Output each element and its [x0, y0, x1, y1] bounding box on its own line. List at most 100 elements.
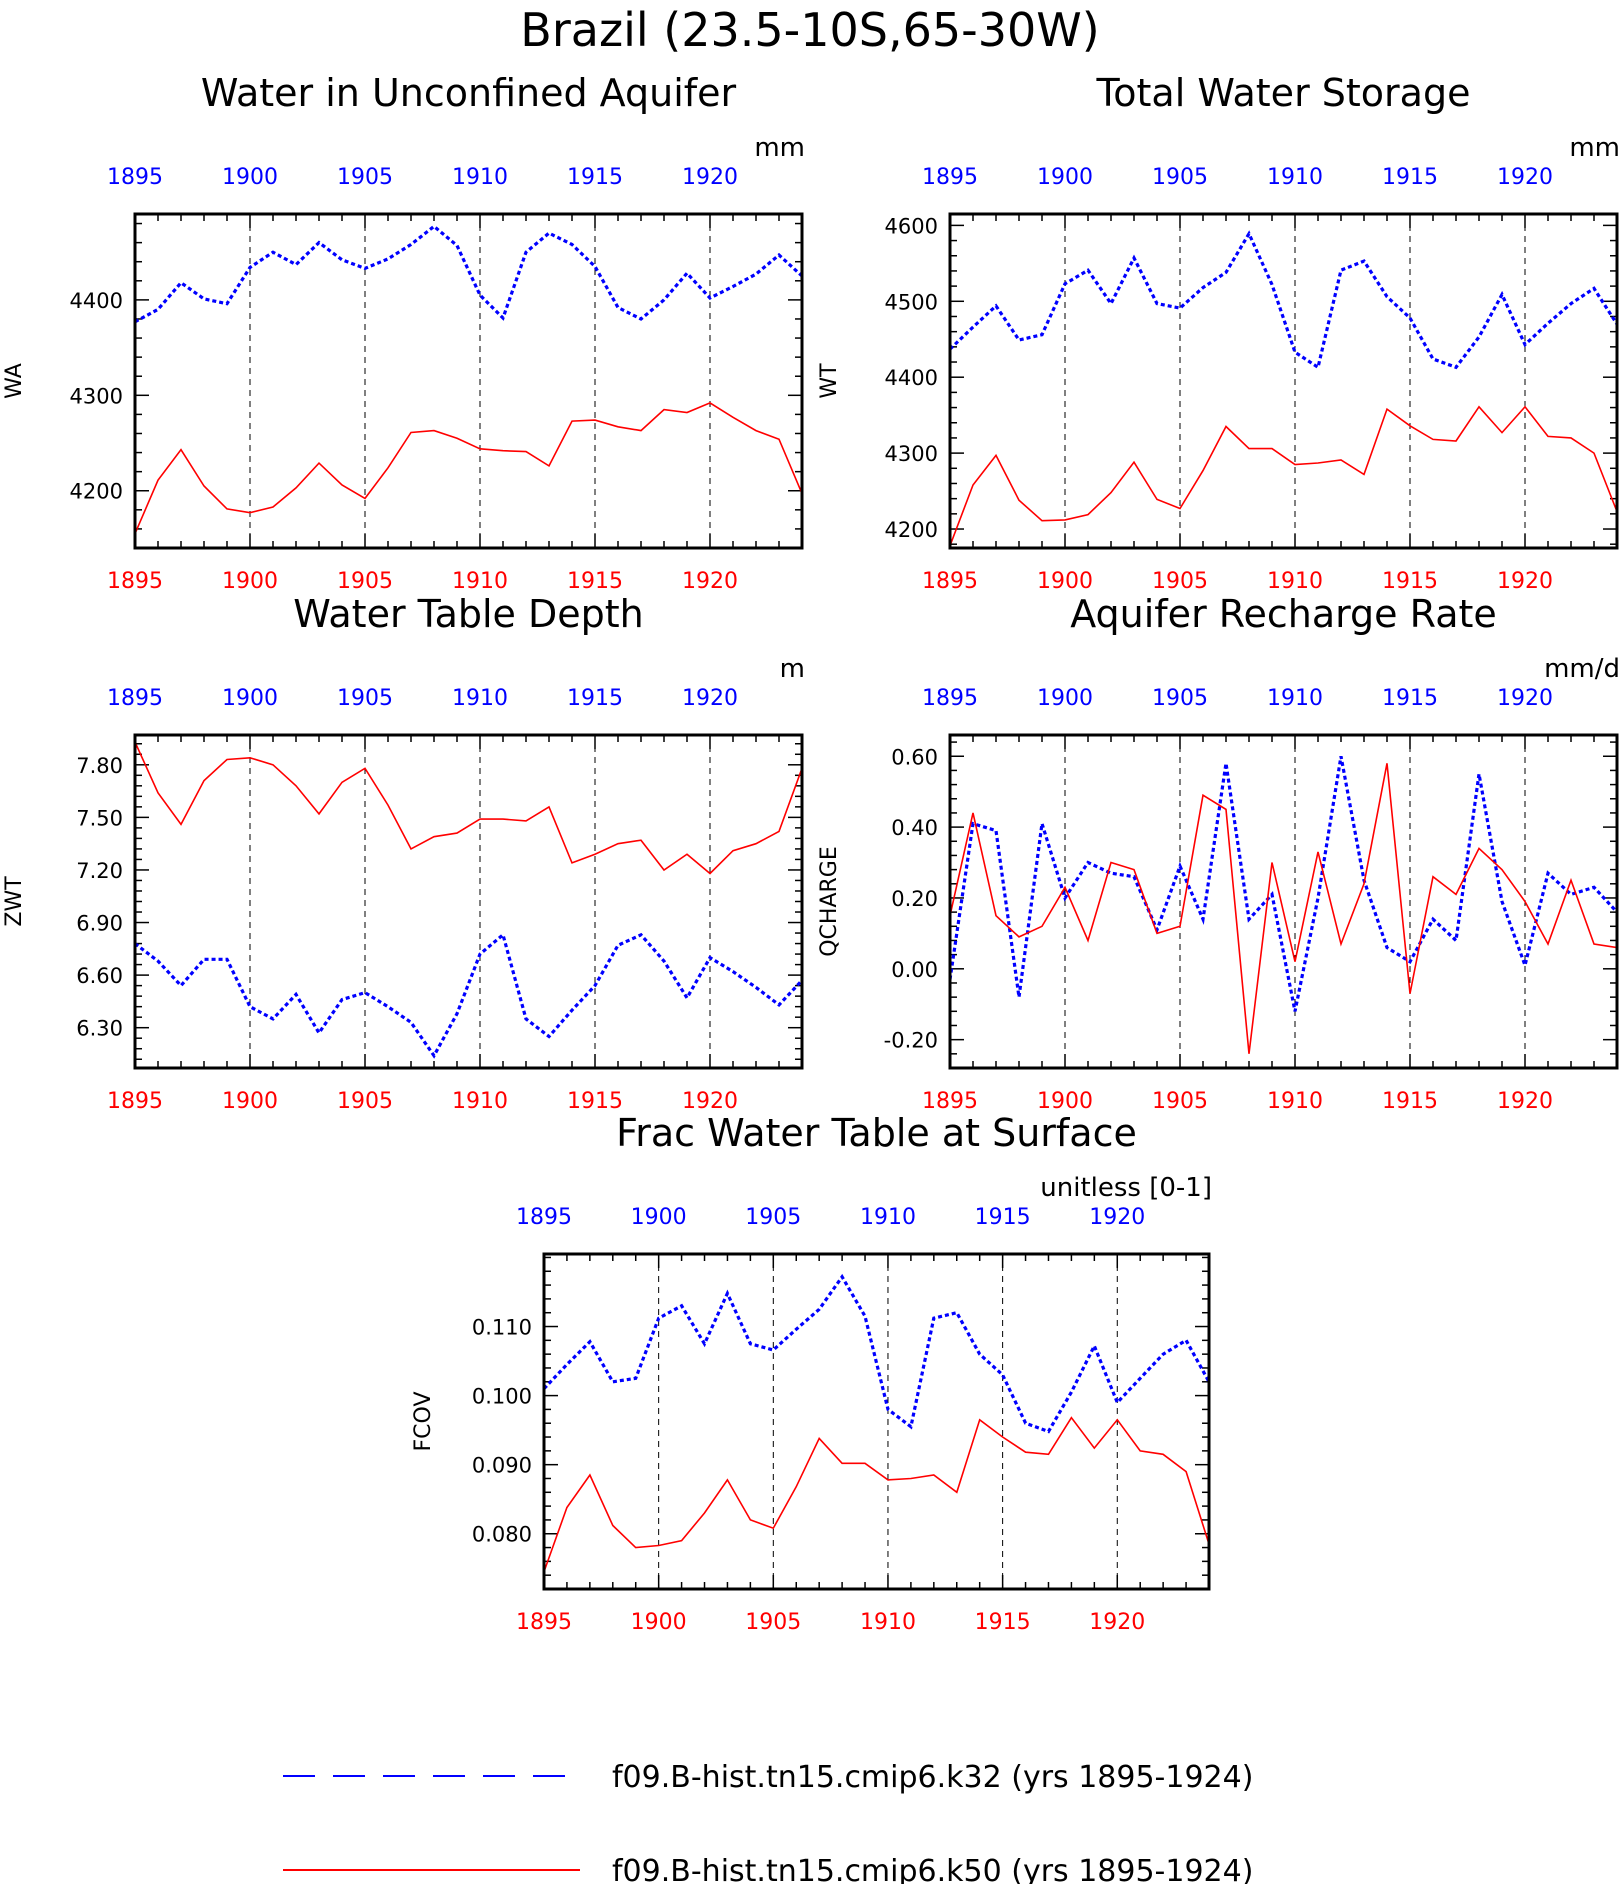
panel-2: Total Water Storage mm WT 4200 4300 4400 4500 4… [817, 71, 1620, 594]
x-tick-label-top: 1910 [1267, 686, 1323, 711]
y-tick-label: 4600 [885, 214, 938, 238]
y-axis-label: WT [817, 363, 842, 399]
y-tick-label: 6.90 [76, 912, 123, 936]
x-tick-label-bottom: 1920 [1497, 1089, 1553, 1114]
y-tick-label: 7.50 [76, 806, 123, 830]
series-line-k50 [950, 405, 1617, 546]
x-tick-label-bottom: 1900 [1037, 1089, 1093, 1114]
y-axis-label: FCOV [411, 1392, 436, 1452]
y-tick-label: -0.20 [884, 1029, 938, 1053]
y-tick-label: 0.100 [472, 1385, 532, 1409]
series-line-k32 [544, 1273, 1209, 1434]
x-tick-label-top: 1910 [860, 1205, 916, 1230]
x-tick-label-top: 1915 [567, 165, 623, 190]
y-tick-label: 4500 [885, 290, 938, 314]
x-tick-label-top: 1910 [452, 686, 508, 711]
x-tick-label-bottom: 1920 [1089, 1610, 1145, 1635]
y-axis-label: ZWT [2, 876, 27, 927]
series-line-k32 [135, 931, 802, 1059]
x-tick-label-bottom: 1915 [975, 1610, 1031, 1635]
panel-1: Water in Unconfined Aquifer mm WA 4200 4300 4… [2, 71, 805, 594]
y-tick-label: 0.20 [891, 887, 938, 911]
x-tick-label-top: 1900 [631, 1205, 687, 1230]
panel-title: Water in Unconfined Aquifer [201, 71, 737, 115]
panel-title: Frac Water Table at Surface [616, 1111, 1137, 1155]
y-tick-label: 6.30 [76, 1017, 123, 1041]
plot-frame [948, 733, 1619, 1070]
x-tick-label-top: 1895 [516, 1205, 572, 1230]
x-tick-label-bottom: 1910 [860, 1610, 916, 1635]
x-tick-label-bottom: 1900 [222, 1089, 278, 1114]
panels: Water in Unconfined Aquifer mm WA 4200 4300 4… [2, 71, 1620, 1635]
series-line-k32 [950, 756, 1617, 1012]
x-tick-label-top: 1900 [1037, 165, 1093, 190]
x-tick-label-bottom: 1905 [337, 569, 393, 594]
panel-title: Aquifer Recharge Rate [1070, 592, 1497, 636]
y-tick-label: 7.20 [76, 859, 123, 883]
y-tick-label: 6.60 [76, 964, 123, 988]
x-tick-label-top: 1920 [682, 686, 738, 711]
y-tick-label: 4400 [70, 289, 123, 313]
x-tick-label-top: 1920 [682, 165, 738, 190]
x-tick-label-top: 1920 [1089, 1205, 1145, 1230]
x-tick-label-bottom: 1905 [1152, 569, 1208, 594]
x-tick-label-top: 1900 [1037, 686, 1093, 711]
x-tick-label-bottom: 1905 [337, 1089, 393, 1114]
x-tick-label-bottom: 1895 [107, 1089, 163, 1114]
y-tick-label: 0.080 [472, 1523, 532, 1547]
y-tick-label: 4200 [70, 480, 123, 504]
x-tick-label-top: 1895 [107, 165, 163, 190]
x-tick-label-top: 1920 [1497, 686, 1553, 711]
series-line-k50 [950, 763, 1617, 1054]
y-tick-label: 4300 [885, 442, 938, 466]
x-tick-label-top: 1915 [975, 1205, 1031, 1230]
x-tick-label-bottom: 1910 [452, 569, 508, 594]
x-tick-label-top: 1915 [1382, 686, 1438, 711]
series-line-k50 [135, 402, 802, 535]
plot-frame [948, 212, 1619, 550]
y-axis-label: QCHARGE [817, 846, 842, 957]
panel-4: Aquifer Recharge Rate mm/d QCHARGE -0.20 0.0… [817, 592, 1620, 1114]
x-tick-label-bottom: 1915 [567, 1089, 623, 1114]
x-tick-label-bottom: 1915 [1382, 1089, 1438, 1114]
x-tick-label-bottom: 1920 [682, 569, 738, 594]
x-tick-label-top: 1905 [337, 686, 393, 711]
y-tick-label: 4400 [885, 366, 938, 390]
x-tick-label-bottom: 1895 [516, 1610, 572, 1635]
x-tick-label-top: 1915 [1382, 165, 1438, 190]
x-tick-label-bottom: 1910 [1267, 1089, 1323, 1114]
y-tick-label: 7.80 [76, 754, 123, 778]
x-tick-label-bottom: 1910 [452, 1089, 508, 1114]
x-tick-label-bottom: 1915 [1382, 569, 1438, 594]
units-label: mm [754, 133, 805, 163]
x-tick-label-bottom: 1900 [222, 569, 278, 594]
x-tick-label-bottom: 1915 [567, 569, 623, 594]
x-tick-label-top: 1905 [337, 165, 393, 190]
x-tick-label-bottom: 1920 [682, 1089, 738, 1114]
x-tick-label-bottom: 1900 [631, 1610, 687, 1635]
x-tick-label-top: 1905 [1152, 686, 1208, 711]
legend: f09.B-hist.tn15.cmip6.k32 (yrs 1895-1924… [283, 1760, 1253, 1884]
y-tick-label: 0.00 [891, 958, 938, 982]
x-tick-label-bottom: 1900 [1037, 569, 1093, 594]
plot-frame [133, 212, 804, 550]
panel-5: Frac Water Table at Surface unitless [0-1… [411, 1111, 1212, 1635]
y-tick-label: 0.40 [891, 816, 938, 840]
x-tick-label-top: 1910 [452, 165, 508, 190]
series-line-k32 [135, 224, 802, 324]
units-label: mm [1569, 133, 1620, 163]
x-tick-label-bottom: 1920 [1497, 569, 1553, 594]
y-tick-label: 4300 [70, 384, 123, 408]
x-tick-label-bottom: 1895 [107, 569, 163, 594]
series-line-k32 [950, 230, 1617, 370]
panel-title: Water Table Depth [293, 592, 644, 636]
x-tick-label-top: 1915 [567, 686, 623, 711]
series-line-k50 [544, 1416, 1209, 1572]
x-tick-label-top: 1895 [107, 686, 163, 711]
x-tick-label-top: 1920 [1497, 165, 1553, 190]
plot-frame [542, 1252, 1211, 1591]
y-tick-label: 0.090 [472, 1454, 532, 1478]
y-tick-label: 4200 [885, 518, 938, 542]
x-tick-label-top: 1900 [222, 165, 278, 190]
units-label: mm/d [1544, 654, 1620, 684]
